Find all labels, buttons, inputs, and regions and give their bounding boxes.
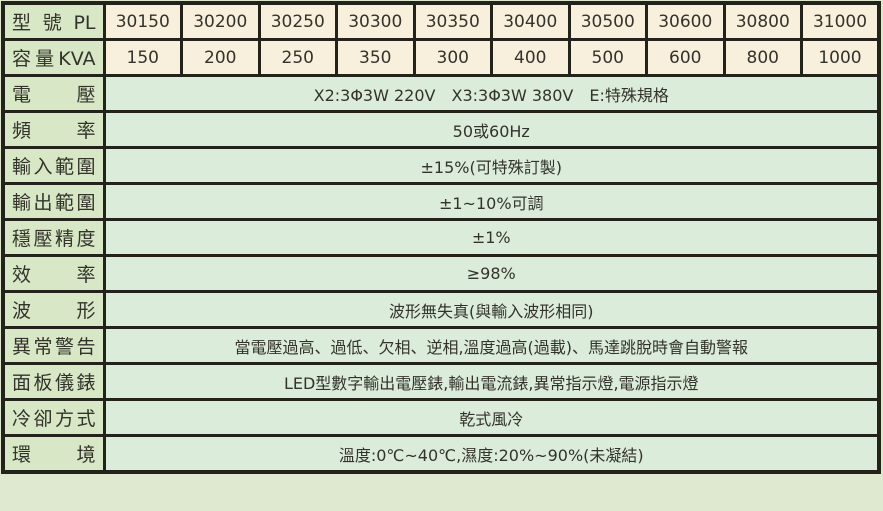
output-range-value: ±1~10%可調 bbox=[102, 182, 881, 221]
model-cell: 31000 bbox=[800, 1, 881, 41]
row-label-input-range: 輸入範圍 bbox=[1, 146, 106, 185]
row-label-output-range: 輸出範圍 bbox=[1, 182, 106, 221]
voltage-value: X2:3Φ3W 220V X3:3Φ3W 380V E:特殊規格 bbox=[102, 74, 881, 113]
model-cell: 30400 bbox=[490, 1, 571, 41]
model-cell: 30500 bbox=[567, 1, 648, 41]
row-label-efficiency: 效率 bbox=[1, 254, 106, 293]
input-range-value: ±15%(可特殊訂製) bbox=[102, 146, 881, 185]
table-row-model: 型號PL 30150 30200 30250 30300 30350 30400… bbox=[1, 1, 881, 41]
capacity-cell: 150 bbox=[102, 38, 183, 77]
table-row-output-range: 輸出範圍 ±1~10%可調 bbox=[1, 182, 881, 221]
row-label-capacity: 容量KVA bbox=[1, 38, 106, 77]
model-cell: 30600 bbox=[645, 1, 726, 41]
row-label-regulation-accuracy: 穩壓精度 bbox=[1, 218, 106, 257]
capacity-cell: 1000 bbox=[800, 38, 881, 77]
spec-table: 型號PL 30150 30200 30250 30300 30350 30400… bbox=[1, 1, 881, 474]
frequency-value: 50或60Hz bbox=[102, 110, 881, 149]
capacity-cell: 300 bbox=[412, 38, 493, 77]
capacity-cell: 400 bbox=[490, 38, 571, 77]
model-cell: 30150 bbox=[102, 1, 183, 41]
row-label-model: 型號PL bbox=[1, 1, 106, 41]
abnormal-alarm-value: 當電壓過高、過低、欠相、逆相,溫度過高(過載)、馬達跳脫時會自動警報 bbox=[102, 326, 881, 365]
regulation-accuracy-value: ±1% bbox=[102, 218, 881, 257]
model-cell: 30200 bbox=[180, 1, 261, 41]
model-cell: 30350 bbox=[412, 1, 493, 41]
capacity-cell: 500 bbox=[567, 38, 648, 77]
table-row-panel-meters: 面板儀錶 LED型數字輸出電壓錶,輸出電流錶,異常指示燈,電源指示燈 bbox=[1, 362, 881, 401]
table-row-waveform: 波形 波形無失真(與輸入波形相同) bbox=[1, 290, 881, 329]
row-label-frequency: 頻率 bbox=[1, 110, 106, 149]
model-cell: 30300 bbox=[335, 1, 416, 41]
row-label-environment: 環境 bbox=[1, 434, 106, 474]
cooling-value: 乾式風冷 bbox=[102, 398, 881, 437]
row-label-cooling: 冷卻方式 bbox=[1, 398, 106, 437]
table-row-input-range: 輸入範圍 ±15%(可特殊訂製) bbox=[1, 146, 881, 185]
table-row-cooling: 冷卻方式 乾式風冷 bbox=[1, 398, 881, 437]
table-row-environment: 環境 溫度:0℃~40℃,濕度:20%~90%(未凝結) bbox=[1, 434, 881, 474]
table-row-regulation-accuracy: 穩壓精度 ±1% bbox=[1, 218, 881, 257]
efficiency-value: ≥98% bbox=[102, 254, 881, 293]
table-row-abnormal-alarm: 異常警告 當電壓過高、過低、欠相、逆相,溫度過高(過載)、馬達跳脫時會自動警報 bbox=[1, 326, 881, 365]
capacity-cell: 600 bbox=[645, 38, 726, 77]
capacity-cell: 250 bbox=[257, 38, 338, 77]
table-row-voltage: 電壓 X2:3Φ3W 220V X3:3Φ3W 380V E:特殊規格 bbox=[1, 74, 881, 113]
table-row-capacity: 容量KVA 150 200 250 350 300 400 500 600 80… bbox=[1, 38, 881, 77]
row-label-panel-meters: 面板儀錶 bbox=[1, 362, 106, 401]
panel-meters-value: LED型數字輸出電壓錶,輸出電流錶,異常指示燈,電源指示燈 bbox=[102, 362, 881, 401]
environment-value: 溫度:0℃~40℃,濕度:20%~90%(未凝結) bbox=[102, 434, 881, 474]
row-label-abnormal-alarm: 異常警告 bbox=[1, 326, 106, 365]
capacity-cell: 800 bbox=[722, 38, 803, 77]
table-row-frequency: 頻率 50或60Hz bbox=[1, 110, 881, 149]
model-cell: 30250 bbox=[257, 1, 338, 41]
row-label-voltage: 電壓 bbox=[1, 74, 106, 113]
waveform-value: 波形無失真(與輸入波形相同) bbox=[102, 290, 881, 329]
capacity-cell: 200 bbox=[180, 38, 261, 77]
model-cell: 30800 bbox=[722, 1, 803, 41]
row-label-waveform: 波形 bbox=[1, 290, 106, 329]
capacity-cell: 350 bbox=[335, 38, 416, 77]
table-row-efficiency: 效率 ≥98% bbox=[1, 254, 881, 293]
